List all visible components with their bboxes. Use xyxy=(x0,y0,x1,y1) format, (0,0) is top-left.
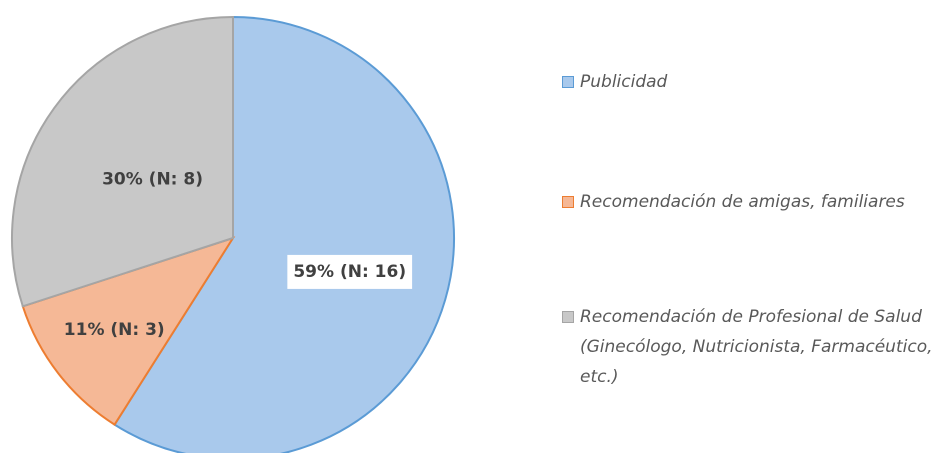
legend-label: Recomendación de Profesional de Salud (G… xyxy=(580,307,933,387)
data-label: 59% (N: 16) xyxy=(293,262,406,282)
pie-area: 59% (N: 16) 11% (N: 3) 30% (N: 8) xyxy=(11,15,455,453)
data-label-box xyxy=(287,254,413,289)
legend-item: Recomendación de Profesional de Salud (G… xyxy=(560,302,935,392)
legend-swatch xyxy=(562,311,574,323)
legend-swatch xyxy=(562,196,574,208)
pie-slice xyxy=(21,236,236,426)
legend-label: Recomendación de amigas, familiares xyxy=(580,192,905,212)
legend-label: Publicidad xyxy=(580,72,668,92)
legend-item: Publicidad xyxy=(560,67,935,97)
data-label: 30% (N: 8) xyxy=(102,170,203,190)
legend-swatch xyxy=(562,76,574,88)
data-label: 11% (N: 3) xyxy=(64,320,165,340)
pie-slice xyxy=(11,15,234,308)
pie-slice xyxy=(113,15,455,453)
legend-item: Recomendación de amigas, familiares xyxy=(560,187,935,217)
